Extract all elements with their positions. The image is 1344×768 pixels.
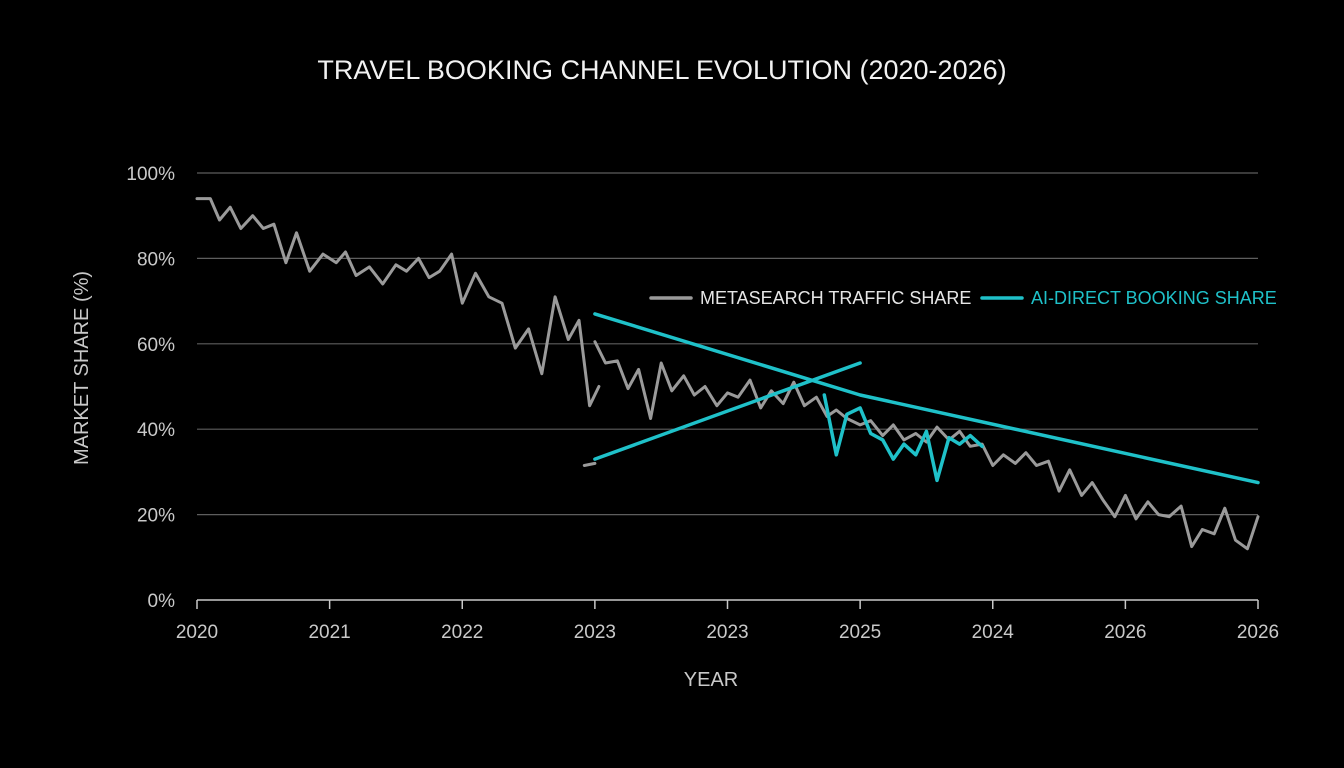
grid-lines: 0% 20% 40% 60% 80% 100%: [126, 164, 1258, 612]
ai-direct-series-line: [593, 312, 1260, 485]
chart-title: TRAVEL BOOKING CHANNEL EVOLUTION (2020-2…: [317, 55, 1006, 85]
x-tick-label: 2024: [972, 622, 1015, 643]
x-tick-label: 2020: [176, 622, 218, 643]
y-tick-label: 80%: [137, 249, 175, 270]
x-tick-label: 2023: [706, 622, 748, 643]
y-tick-label: 100%: [126, 164, 175, 185]
ai-direct-series-line: [593, 361, 862, 461]
x-tick-label: 2026: [1237, 622, 1279, 643]
x-tick-label: 2026: [1104, 622, 1146, 643]
metasearch-series-line: [593, 340, 1260, 551]
series-layer: [195, 197, 1260, 551]
legend: METASEARCH TRAFFIC SHARE AI-DIRECT BOOKIN…: [649, 288, 1277, 308]
y-tick-label: 60%: [137, 335, 175, 356]
x-tick-label: 2022: [441, 622, 483, 643]
y-axis-label: MARKET SHARE (%): [71, 271, 93, 465]
y-tick-label: 20%: [137, 506, 175, 527]
ai-direct-series-line: [822, 393, 984, 483]
metasearch-series-line: [582, 461, 597, 467]
metasearch-series-line: [195, 197, 601, 408]
y-tick-label: 40%: [137, 420, 175, 441]
x-tick-label: 2023: [574, 622, 616, 643]
legend-metasearch-label: METASEARCH TRAFFIC SHARE: [700, 288, 971, 308]
y-tick-label: 0%: [148, 591, 176, 612]
x-tick-label: 2025: [839, 622, 881, 643]
legend-ai-direct-label: AI-DIRECT BOOKING SHARE: [1031, 288, 1277, 308]
x-tick-label: 2021: [308, 622, 350, 643]
x-axis-label: YEAR: [684, 669, 738, 691]
x-axis: 2020 2021 2022 2023 2023 2025 2024 2026 2026: [176, 599, 1279, 643]
